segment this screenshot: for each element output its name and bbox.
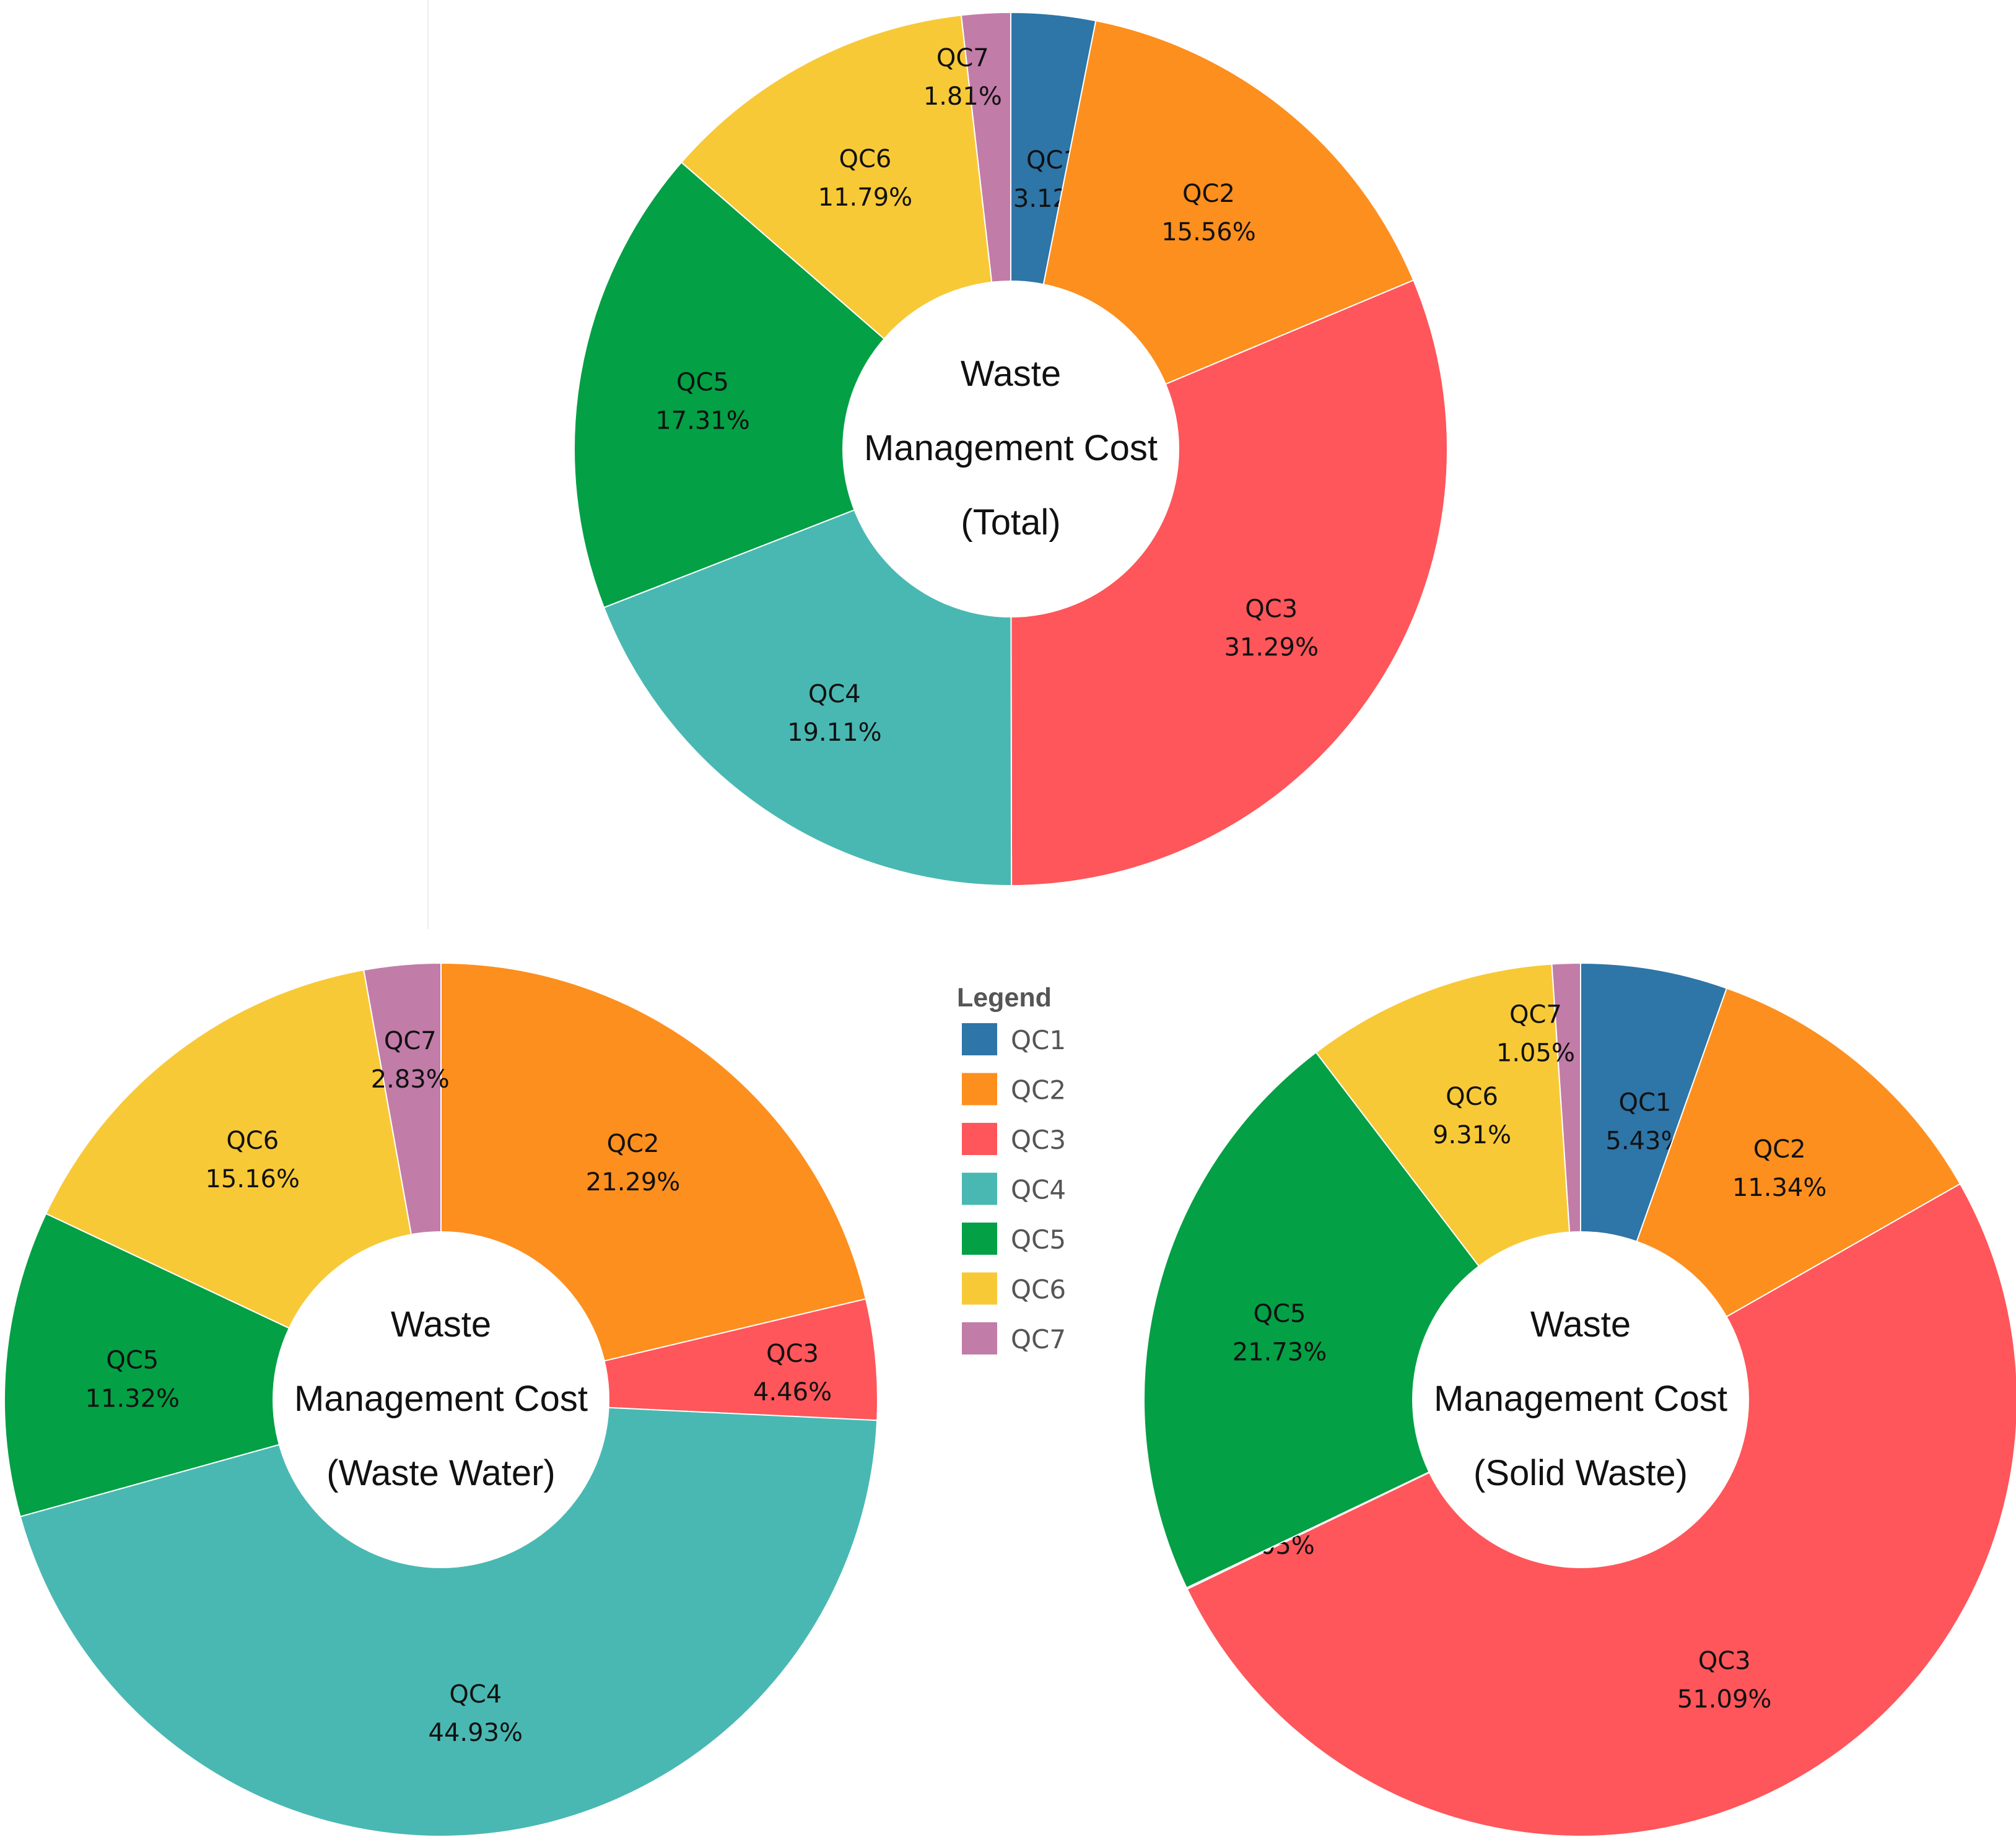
slice-label-qc5: QC5	[676, 368, 729, 396]
legend-item-qc6: QC6	[962, 1272, 1066, 1305]
slice-value-qc4: 19.11%	[787, 718, 882, 747]
donut-hole	[1412, 1231, 1749, 1568]
legend-item-qc3: QC3	[962, 1123, 1066, 1155]
slice-label-qc6: QC6	[839, 145, 891, 173]
slice-value-qc3: 31.29%	[1224, 633, 1319, 661]
donut-chart-solid-waste: QC15.43%QC211.34%QC351.09%QC40.05%QC521.…	[1143, 962, 2016, 1838]
slice-value-qc2: 11.34%	[1732, 1174, 1827, 1202]
slice-value-qc6: 9.31%	[1433, 1121, 1511, 1149]
legend-label: QC5	[1011, 1224, 1066, 1255]
legend-item-qc1: QC1	[962, 1023, 1066, 1055]
legend-item-qc2: QC2	[962, 1073, 1066, 1106]
chart-center-title: (Solid Waste)	[1473, 1453, 1688, 1493]
legend-swatch	[962, 1123, 997, 1155]
slice-label-qc1: QC1	[1618, 1089, 1671, 1117]
slice-label-qc2: QC2	[1182, 180, 1235, 208]
slice-value-qc6: 15.16%	[205, 1165, 300, 1193]
chart-center-title: Management Cost	[1434, 1379, 1727, 1419]
legend-label: QC2	[1011, 1075, 1066, 1106]
slice-value-qc6: 11.79%	[818, 183, 913, 212]
slice-label-qc4: QC4	[449, 1680, 502, 1709]
slice-label-qc3: QC3	[766, 1340, 819, 1368]
legend-label: QC1	[1011, 1025, 1066, 1055]
slice-label-qc2: QC2	[1753, 1135, 1806, 1164]
legend: Legend QC1 QC2 QC3 QC4 QC5 QC6 QC7	[957, 983, 1066, 1354]
slice-value-qc4: 44.93%	[429, 1719, 523, 1747]
slice-value-qc5: 11.32%	[85, 1385, 180, 1413]
slice-value-qc3: 4.46%	[753, 1378, 832, 1407]
donut-hole	[842, 281, 1179, 617]
slice-label-qc7: QC7	[384, 1027, 437, 1055]
chart-center-title: Waste	[391, 1304, 491, 1345]
slice-label-qc3: QC3	[1698, 1647, 1751, 1675]
legend-label: QC7	[1011, 1324, 1066, 1354]
legend-swatch	[962, 1023, 997, 1055]
slice-value-qc2: 15.56%	[1161, 218, 1256, 246]
legend-item-qc4: QC4	[962, 1172, 1066, 1205]
slice-value-qc5: 21.73%	[1233, 1338, 1327, 1367]
slice-qc5[interactable]	[4, 1213, 443, 1517]
slice-qc5[interactable]	[573, 161, 1012, 609]
chart-center-title: Management Cost	[864, 428, 1158, 468]
chart-center-title: Management Cost	[294, 1379, 588, 1419]
slice-label-qc4: QC4	[808, 680, 861, 709]
slice-label-qc6: QC6	[1446, 1083, 1498, 1111]
slice-value-qc2: 21.29%	[586, 1168, 681, 1197]
slice-label-qc5: QC5	[1254, 1300, 1306, 1328]
slice-label-qc2: QC2	[607, 1130, 660, 1158]
slice-qc4[interactable]	[19, 1398, 878, 1837]
legend-item-qc7: QC7	[962, 1322, 1066, 1354]
slice-value-qc3: 51.09%	[1677, 1685, 1772, 1714]
slice-value-qc7: 2.83%	[371, 1065, 450, 1094]
slice-label-qc7: QC7	[1509, 1000, 1562, 1029]
slice-value-qc7: 1.05%	[1496, 1039, 1575, 1067]
slice-label-qc7: QC7	[936, 44, 989, 72]
legend-swatch	[962, 1073, 997, 1106]
slice-value-qc7: 1.81%	[923, 82, 1002, 111]
donut-chart-waste-water: QC10.00%QC221.29%QC34.46%QC444.93%QC511.…	[4, 962, 878, 1837]
legend-swatch	[962, 1172, 997, 1205]
slice-label-qc3: QC3	[1245, 595, 1298, 623]
legend-label: QC3	[1011, 1125, 1066, 1155]
legend-items: QC1 QC2 QC3 QC4 QC5 QC6 QC7	[962, 1023, 1066, 1354]
slice-qc5[interactable]	[1143, 1051, 1582, 1589]
legend-swatch	[962, 1272, 997, 1305]
chart-center-title: Waste	[1530, 1304, 1631, 1345]
legend-item-qc5: QC5	[962, 1223, 1066, 1255]
donut-hole	[273, 1231, 609, 1568]
chart-center-title: (Waste Water)	[326, 1453, 556, 1493]
slice-label-qc6: QC6	[226, 1127, 279, 1155]
legend-swatch	[962, 1322, 997, 1354]
slice-value-qc5: 17.31%	[655, 406, 750, 435]
legend-label: QC4	[1011, 1175, 1066, 1205]
chart-center-title: Waste	[961, 354, 1061, 394]
legend-label: QC6	[1011, 1275, 1066, 1305]
chart-center-title: (Total)	[961, 502, 1060, 543]
slice-label-qc5: QC5	[106, 1346, 159, 1375]
legend-title: Legend	[957, 983, 1052, 1013]
legend-swatch	[962, 1223, 997, 1255]
